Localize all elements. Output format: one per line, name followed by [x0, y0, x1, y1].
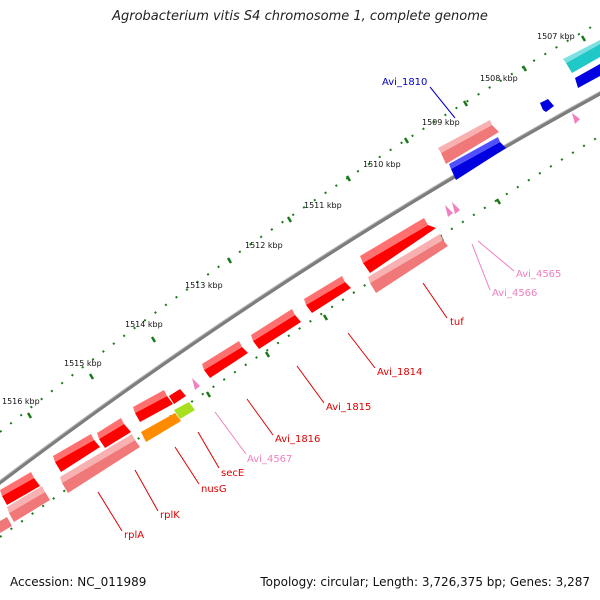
outer-major-ticks [26, 35, 587, 419]
gene-avi1815[interactable] [253, 315, 301, 349]
tick-label-1514: 1514 kbp [125, 320, 163, 329]
gene-cyan[interactable] [566, 44, 600, 73]
gene-avi1814[interactable] [306, 282, 351, 313]
tick-label-1509: 1509 kbp [422, 118, 460, 127]
gene-avi1816[interactable] [204, 347, 248, 378]
gene-left-light[interactable] [9, 492, 50, 522]
gene-label-avi4567[interactable]: Avi_4567 [247, 454, 292, 465]
gene-label-tuf[interactable]: tuf [450, 317, 464, 328]
gene-avi1810[interactable] [540, 99, 554, 112]
gene-small-pink-4567[interactable] [192, 378, 200, 390]
gene-label-avi1815[interactable]: Avi_1815 [326, 402, 371, 413]
gene-left-light-2[interactable] [0, 517, 12, 533]
chromosome-backbone-highlight [0, 90, 600, 482]
gene-rplK-red-top [97, 418, 124, 439]
gene-label-rplA[interactable]: rplA [124, 530, 144, 541]
tick-label-1512: 1512 kbp [245, 241, 283, 250]
gene-avi1816-top [202, 341, 242, 370]
tick-label-1513: 1513 kbp [185, 281, 223, 290]
gene-left-red[interactable] [2, 478, 40, 505]
map-title: Agrobacterium vitis S4 chromosome 1, com… [112, 9, 488, 24]
gene-light-rplK-top [60, 434, 135, 483]
tick-label-1516: 1516 kbp [2, 397, 40, 406]
gene-label-secE[interactable]: secE [221, 468, 244, 479]
gene-orange[interactable] [141, 413, 181, 442]
genome-stats-text: Topology: circular; Length: 3,726,375 bp… [260, 575, 590, 589]
gene-label-nusG[interactable]: nusG [201, 484, 227, 495]
gene-nusG-red[interactable] [135, 396, 173, 422]
chromosome-backbone [0, 91, 600, 485]
tick-label-1515: 1515 kbp [64, 359, 102, 368]
gene-label-avi1810[interactable]: Avi_1810 [382, 77, 427, 88]
gene-secE[interactable] [169, 389, 186, 404]
gene-tuf-light[interactable] [370, 240, 448, 293]
accession-text: Accession: NC_011989 [10, 575, 147, 589]
gene-lime[interactable] [174, 402, 195, 419]
gene-left-red-top [0, 472, 34, 496]
gene-label-avi4566[interactable]: Avi_4566 [492, 288, 537, 299]
gene-light-1509[interactable] [441, 125, 499, 164]
gene-cyan-top [563, 40, 600, 63]
gene-features [0, 40, 600, 533]
label-leader-lines [97, 86, 515, 532]
tick-label-1508: 1508 kbp [480, 74, 518, 83]
gene-blue-1509-top [449, 137, 500, 169]
gene-rplA-red[interactable] [55, 440, 100, 472]
gene-label-rplK[interactable]: rplK [160, 510, 180, 521]
tick-label-1510: 1510 kbp [363, 160, 401, 169]
gene-rplA-red-top [53, 434, 94, 462]
gene-blue-topright[interactable] [575, 64, 600, 88]
tick-label-1511: 1511 kbp [304, 201, 342, 210]
gene-nusG-red-top [133, 390, 167, 413]
gene-tuf-top [360, 218, 428, 263]
gene-tuf[interactable] [363, 225, 436, 273]
gene-label-avi1814[interactable]: Avi_1814 [377, 367, 422, 378]
gene-label-avi1816[interactable]: Avi_1816 [275, 434, 320, 445]
outer-tick-ring [0, 21, 600, 433]
gene-small-pink-1[interactable] [572, 113, 580, 124]
gene-rplK-red[interactable] [99, 424, 131, 448]
gene-small-pink-4565[interactable] [452, 202, 460, 214]
gene-light-rplK[interactable] [62, 440, 140, 493]
gene-blue-1509[interactable] [451, 142, 506, 180]
gene-light-1509-top [438, 120, 492, 153]
gene-avi1815-top [251, 309, 295, 341]
gene-left-light-top [7, 486, 45, 513]
tick-label-1507: 1507 kbp [537, 32, 575, 41]
gene-label-avi4565[interactable]: Avi_4565 [516, 269, 561, 280]
gene-avi1814-top [304, 276, 345, 305]
gene-tuf-light-top [368, 234, 443, 283]
gene-small-pink-4566[interactable] [445, 205, 453, 217]
